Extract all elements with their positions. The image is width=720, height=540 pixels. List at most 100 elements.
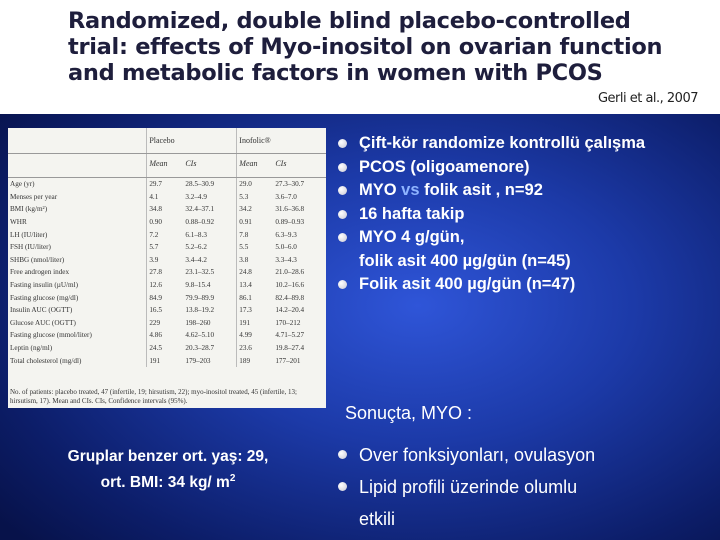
table-cell: 27.8 (146, 266, 184, 279)
bullet-item: Çift-kör randomize kontrollü çalışma (337, 132, 645, 156)
header-cell (8, 153, 147, 178)
superscript: 2 (229, 473, 236, 484)
table-cell: 5.7 (146, 240, 184, 254)
row-label: Glucose AUC (OGTT) (10, 318, 76, 327)
table-row: Glucose AUC (OGTT) 229 198–260 191 170–212 (8, 316, 326, 330)
table-cell: 10.2–16.6 (275, 281, 305, 290)
table-image: Placebo Inofolic® Mean CIs Mean CIs Age (yr) 29… (8, 128, 326, 408)
row-label: Menses per year (10, 192, 58, 201)
table-row: Free androgen index 27.8 23.1–32.5 24.8 21.0… (8, 266, 326, 279)
bullet-dot (338, 139, 347, 148)
group-header: Inofolic® (236, 128, 326, 154)
table-cell: 3.9 (146, 253, 184, 267)
table-cell: 34.8 (146, 203, 184, 216)
table-cell: 23.6 (236, 341, 274, 355)
table-row: Leptin (ng/ml) 24.5 20.3–28.7 23.6 19.8–27.4 (8, 341, 326, 355)
table-cell: 229 (146, 316, 184, 330)
table-cell: 3.4–4.2 (185, 255, 207, 264)
row-label: Fasting insulin (µU/ml) (10, 281, 79, 290)
table-cell: 0.88–0.92 (185, 218, 215, 227)
table-cell: 13.8–19.2 (185, 306, 215, 315)
table-row: LH (IU/liter) 7.2 6.1–8.3 7.8 6.3–9.3 (8, 228, 326, 241)
row-label: Leptin (ng/ml) (10, 344, 53, 353)
bullet-item: Over fonksiyonları, ovulasyon (337, 439, 595, 471)
table-cell: 19.8–27.4 (275, 344, 305, 353)
highlight-text: vs (401, 181, 420, 199)
table-cell: 34.2 (236, 203, 274, 216)
table-cell: 4.99 (236, 329, 274, 342)
table-cell: 14.2–20.4 (275, 306, 305, 315)
bullet-list: Çift-kör randomize kontrollü çalışma PCOS… (337, 132, 645, 297)
bullet-dot (338, 450, 347, 459)
table-row: Fasting glucose (mmol/liter) 4.86 4.62–5.1… (8, 329, 326, 342)
bullet-item: MYO vs folik asit , n=92 (337, 179, 645, 203)
table-cell: 16.5 (146, 303, 184, 317)
row-label: Fasting glucose (mmol/liter) (10, 331, 92, 340)
bullet-dot (338, 186, 347, 195)
table-cell: 13.4 (236, 278, 274, 292)
table-cell: 7.2 (146, 228, 184, 241)
title-line: Randomized, double blind placebo-control… (68, 8, 631, 34)
bullet-dot (338, 162, 347, 172)
column-header: CIs (183, 153, 237, 178)
table-cell: 24.5 (146, 341, 184, 355)
bullet-text: folik asit 400 µg/gün (n=45) (359, 251, 571, 270)
table-cell: 4.1 (146, 190, 184, 204)
bullet-text: Folik asit 400 µg/gün (n=47) (359, 275, 576, 293)
table-cell: 3.8 (236, 253, 274, 267)
bullet-text: PCOS (oligoamenore) (359, 157, 530, 176)
table-cell: 6.1–8.3 (185, 230, 207, 239)
row-label: Total cholesterol (mg/dl) (10, 356, 82, 365)
table-row: Fasting insulin (µU/ml) 12.6 9.8–15.4 13.4 1… (8, 278, 326, 292)
table-row: Menses per year 4.1 3.2–4.9 5.3 3.6–7.0 (8, 190, 326, 204)
header-cell (8, 128, 147, 154)
table-row: WHR 0.90 0.88–0.92 0.91 0.89–0.93 (8, 215, 326, 229)
bullet-text: 16 hafta takip (359, 204, 465, 223)
conclusion-list: Over fonksiyonları, ovulasyon Lipid profi… (337, 439, 595, 535)
bullet-text: Çift-kör randomize kontrollü çalışma (359, 134, 646, 152)
table-cell: 3.6–7.0 (275, 192, 297, 201)
note: Gruplar benzer ort. yaş: 29, ort. BMI: 3… (18, 446, 318, 494)
table-cell: 0.89–0.93 (275, 218, 305, 227)
table-cell: 79.9–89.9 (185, 293, 215, 302)
table-cell: 3.2–4.9 (185, 192, 207, 201)
table-cell: 9.8–15.4 (185, 281, 211, 290)
row-label: Insulin AUC (OGTT) (10, 306, 73, 315)
bullet-text: MYO 4 g/gün, (359, 228, 465, 246)
table-cell: 0.90 (146, 215, 184, 229)
row-label: SHBG (nmol/liter) (10, 255, 65, 264)
bullet-dot (338, 233, 347, 242)
row-label: LH (IU/liter) (10, 230, 48, 239)
table-cell: 24.8 (236, 266, 274, 279)
bullet-item: Folik asit 400 µg/gün (n=47) (337, 273, 645, 297)
table-cell: 4.62–5.10 (185, 331, 215, 340)
title: Randomized, double blind placebo-control… (68, 8, 688, 86)
column-header: Mean (236, 153, 274, 178)
table-cell: 189 (236, 354, 274, 367)
column-header: CIs (273, 153, 326, 178)
column-header: Mean (146, 153, 184, 178)
data-table: Placebo Inofolic® Mean CIs Mean CIs Age (yr) 29… (8, 128, 326, 367)
row-label: Age (yr) (10, 180, 35, 189)
table-cell: 23.1–32.5 (185, 268, 215, 277)
table-cell: 32.4–37.1 (185, 205, 215, 214)
table-row: Age (yr) 29.7 28.5–30.9 29.0 27.3–30.7 (8, 177, 326, 191)
table-row: Total cholesterol (mg/dl) 191 179–203 189 17… (8, 354, 326, 367)
table-cell: 5.0–6.0 (275, 243, 297, 252)
table-cell: 198–260 (185, 318, 211, 327)
group-header: Placebo (146, 128, 237, 154)
row-label: Free androgen index (10, 268, 70, 277)
table-cell: 29.0 (236, 177, 274, 191)
bullet-item: 16 hafta takip (337, 203, 645, 227)
content-panel: Placebo Inofolic® Mean CIs Mean CIs Age (yr) 29… (0, 114, 720, 540)
note-text: ort. BMI: 34 kg/ m (100, 474, 230, 491)
column-header-row: Mean CIs Mean CIs (8, 153, 326, 178)
table-cell: 170–212 (275, 318, 301, 327)
table-cell: 5.3 (236, 190, 274, 204)
table-footnote: No. of patients: placebo treated, 47 (in… (10, 388, 297, 405)
table-cell: 86.1 (236, 291, 274, 304)
bullet-text: Lipid profili üzerinde olumlu (359, 477, 578, 497)
table-cell: 17.3 (236, 303, 274, 317)
note-line: Gruplar benzer ort. yaş: 29, (67, 448, 269, 465)
